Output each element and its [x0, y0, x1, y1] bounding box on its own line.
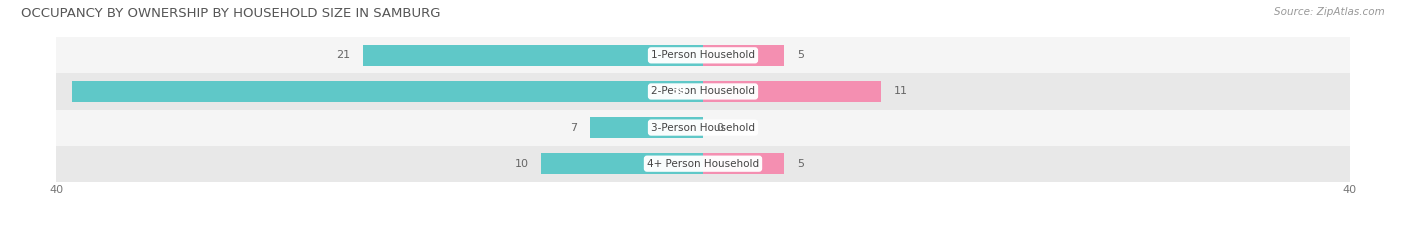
Text: 39: 39: [671, 86, 688, 96]
Bar: [56, 73, 1350, 110]
Bar: [56, 37, 1350, 73]
Bar: [703, 45, 785, 66]
Bar: [56, 110, 1350, 146]
Text: 5: 5: [797, 159, 804, 169]
Bar: [541, 153, 703, 174]
Text: 3-Person Household: 3-Person Household: [651, 123, 755, 133]
Text: 4+ Person Household: 4+ Person Household: [647, 159, 759, 169]
Bar: [363, 45, 703, 66]
Text: 7: 7: [569, 123, 576, 133]
Text: 5: 5: [797, 50, 804, 60]
Text: 1-Person Household: 1-Person Household: [651, 50, 755, 60]
Text: 11: 11: [894, 86, 908, 96]
Text: 2-Person Household: 2-Person Household: [651, 86, 755, 96]
Bar: [73, 81, 703, 102]
Bar: [591, 117, 703, 138]
Bar: [56, 146, 1350, 182]
Bar: [703, 153, 785, 174]
Text: 10: 10: [515, 159, 529, 169]
Text: Source: ZipAtlas.com: Source: ZipAtlas.com: [1274, 7, 1385, 17]
Bar: [703, 81, 882, 102]
Text: 0: 0: [716, 123, 723, 133]
Text: 21: 21: [336, 50, 350, 60]
Text: OCCUPANCY BY OWNERSHIP BY HOUSEHOLD SIZE IN SAMBURG: OCCUPANCY BY OWNERSHIP BY HOUSEHOLD SIZE…: [21, 7, 440, 20]
